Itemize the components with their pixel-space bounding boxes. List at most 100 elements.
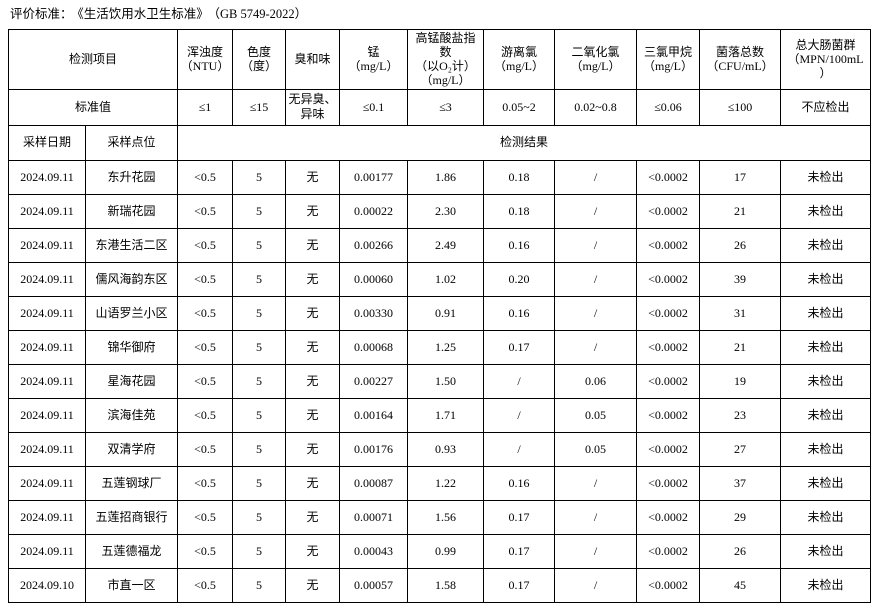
value-cell-turbidity: <0.5 (177, 159, 234, 195)
value-cell-color: 5 (232, 499, 287, 535)
result-header: 检测结果 (177, 124, 872, 161)
value-cell-manganese: 0.00330 (339, 295, 409, 331)
value-cell-trichloromethane: <0.0002 (636, 567, 701, 603)
standard-value-odor-taste: 无异臭、异味 (285, 88, 341, 126)
value-cell-permanganate: 2.49 (407, 227, 485, 263)
value-cell-free-chlorine: / (483, 363, 556, 399)
value-cell-trichloromethane: <0.0002 (636, 261, 701, 297)
standard-value-manganese: ≤0.1 (339, 88, 409, 126)
location-header: 采样点位 (84, 124, 179, 161)
value-cell-color: 5 (232, 261, 287, 297)
value-cell-chlorine-dioxide: / (554, 533, 638, 569)
value-cell-bacteria-count: 26 (699, 227, 782, 263)
date-cell: 2024.09.11 (8, 329, 86, 365)
value-cell-turbidity: <0.5 (177, 397, 234, 433)
value-cell-chlorine-dioxide: / (554, 499, 638, 535)
value-cell-odor-taste: 无 (285, 397, 341, 433)
column-header-total-coliform: 总大肠菌群 （MPN/100mL） (780, 29, 872, 90)
date-cell: 2024.09.11 (8, 431, 86, 467)
value-cell-chlorine-dioxide: 0.05 (554, 397, 638, 433)
value-cell-permanganate: 1.58 (407, 567, 485, 603)
value-cell-bacteria-count: 37 (699, 465, 782, 501)
value-cell-manganese: 0.00060 (339, 261, 409, 297)
column-header-permanganate: 高锰酸盐指数 （以O₂计） （mg/L） (407, 29, 485, 90)
table-row: 2024.09.11 新瑞花园 <0.5 5 无 0.00022 2.30 0.18/<0.0… (8, 193, 872, 229)
location-cell: 儒风海韵东区 (84, 261, 179, 297)
location-cell: 市直一区 (84, 567, 179, 603)
column-header-bacteria-count: 菌落总数 （CFU/mL） (699, 29, 782, 90)
table-row: 2024.09.11 东港生活二区 <0.5 5 无 0.00266 2.49 0.16/<0… (8, 227, 872, 263)
value-cell-permanganate: 1.25 (407, 329, 485, 365)
table-row: 2024.09.11 五莲招商银行 <0.5 5 无 0.00071 1.56 0.17/<0… (8, 499, 872, 535)
location-cell: 五莲招商银行 (84, 499, 179, 535)
column-header-trichloromethane: 三氯甲烷 （mg/L） (636, 29, 701, 90)
value-cell-chlorine-dioxide: / (554, 193, 638, 229)
value-cell-total-coliform: 未检出 (780, 227, 872, 263)
value-cell-chlorine-dioxide: / (554, 329, 638, 365)
value-cell-color: 5 (232, 431, 287, 467)
column-header-manganese: 锰（mg/L） (339, 29, 409, 90)
value-cell-total-coliform: 未检出 (780, 329, 872, 365)
value-cell-free-chlorine: / (483, 431, 556, 467)
table-row: 2024.09.11 五莲德福龙 <0.5 5 无 0.00043 0.99 0.17/<0.… (8, 533, 872, 569)
value-cell-bacteria-count: 45 (699, 567, 782, 603)
table-row: 2024.09.11 东升花园 <0.5 5 无 0.00177 1.86 0.18/<0.0… (8, 159, 872, 195)
value-cell-total-coliform: 未检出 (780, 159, 872, 195)
location-cell: 新瑞花园 (84, 193, 179, 229)
location-cell: 五莲德福龙 (84, 533, 179, 569)
value-cell-chlorine-dioxide: / (554, 261, 638, 297)
value-cell-manganese: 0.00177 (339, 159, 409, 195)
value-cell-total-coliform: 未检出 (780, 363, 872, 399)
value-cell-bacteria-count: 19 (699, 363, 782, 399)
value-cell-color: 5 (232, 567, 287, 603)
value-cell-free-chlorine: 0.16 (483, 227, 556, 263)
standard-value-permanganate: ≤3 (407, 88, 485, 126)
value-cell-color: 5 (232, 363, 287, 399)
value-cell-bacteria-count: 21 (699, 329, 782, 365)
value-cell-bacteria-count: 31 (699, 295, 782, 331)
standard-value-free-chlorine: 0.05~2 (483, 88, 556, 126)
value-cell-turbidity: <0.5 (177, 261, 234, 297)
date-cell: 2024.09.11 (8, 499, 86, 535)
location-cell: 东港生活二区 (84, 227, 179, 263)
value-cell-chlorine-dioxide: / (554, 295, 638, 331)
value-cell-permanganate: 0.93 (407, 431, 485, 467)
title-standard-code: （GB 5749-2022） (213, 7, 308, 21)
sampling-header-row: 采样日期 采样点位 检测结果 (8, 124, 872, 161)
value-cell-manganese: 0.00087 (339, 465, 409, 501)
value-cell-odor-taste: 无 (285, 567, 341, 603)
table-row: 2024.09.11 滨海佳苑 <0.5 5 无 0.00164 1.71/0.05 <0.0… (8, 397, 872, 433)
location-cell: 五莲钢球厂 (84, 465, 179, 501)
value-cell-odor-taste: 无 (285, 227, 341, 263)
date-cell: 2024.09.10 (8, 567, 86, 603)
value-cell-trichloromethane: <0.0002 (636, 159, 701, 195)
value-cell-turbidity: <0.5 (177, 329, 234, 365)
value-cell-permanganate: 1.22 (407, 465, 485, 501)
table-row: 2024.09.11 儒风海韵东区 <0.5 5 无 0.00060 1.02 0.20/<0… (8, 261, 872, 297)
value-cell-odor-taste: 无 (285, 329, 341, 365)
value-cell-permanganate: 1.50 (407, 363, 485, 399)
value-cell-total-coliform: 未检出 (780, 465, 872, 501)
value-cell-free-chlorine: 0.17 (483, 329, 556, 365)
table-row: 2024.09.11 五莲钢球厂 <0.5 5 无 0.00087 1.22 0.16/<0.… (8, 465, 872, 501)
value-cell-odor-taste: 无 (285, 465, 341, 501)
value-cell-trichloromethane: <0.0002 (636, 397, 701, 433)
date-cell: 2024.09.11 (8, 363, 86, 399)
value-cell-color: 5 (232, 193, 287, 229)
value-cell-chlorine-dioxide: / (554, 159, 638, 195)
value-cell-bacteria-count: 23 (699, 397, 782, 433)
standard-value-chlorine-dioxide: 0.02~0.8 (554, 88, 638, 126)
value-cell-bacteria-count: 39 (699, 261, 782, 297)
value-cell-color: 5 (232, 465, 287, 501)
value-cell-total-coliform: 未检出 (780, 397, 872, 433)
value-cell-odor-taste: 无 (285, 159, 341, 195)
value-cell-turbidity: <0.5 (177, 193, 234, 229)
value-cell-total-coliform: 未检出 (780, 295, 872, 331)
value-cell-chlorine-dioxide: / (554, 465, 638, 501)
value-cell-free-chlorine: 0.18 (483, 193, 556, 229)
standard-value-trichloromethane: ≤0.06 (636, 88, 701, 126)
location-cell: 滨海佳苑 (84, 397, 179, 433)
location-cell: 星海花园 (84, 363, 179, 399)
value-cell-chlorine-dioxide: / (554, 227, 638, 263)
value-cell-permanganate: 1.71 (407, 397, 485, 433)
